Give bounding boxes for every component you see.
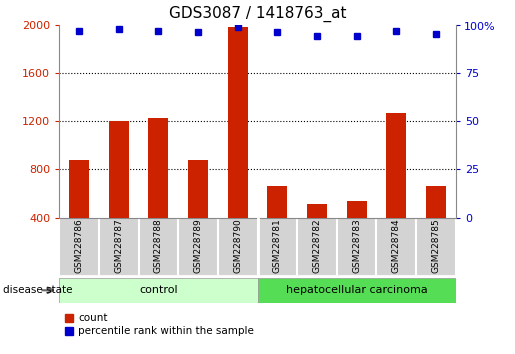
Bar bbox=[337, 218, 376, 276]
Text: GSM228781: GSM228781 bbox=[273, 218, 282, 273]
Bar bbox=[376, 218, 416, 276]
Text: GSM228784: GSM228784 bbox=[392, 218, 401, 273]
Bar bbox=[386, 113, 406, 218]
Bar bbox=[218, 218, 258, 276]
Bar bbox=[148, 118, 168, 218]
Bar bbox=[69, 160, 89, 218]
Bar bbox=[347, 201, 367, 218]
Bar bbox=[188, 160, 208, 218]
Bar bbox=[258, 218, 297, 276]
Bar bbox=[297, 218, 337, 276]
Bar bbox=[426, 186, 446, 218]
Bar bbox=[139, 218, 178, 276]
Text: GSM228788: GSM228788 bbox=[154, 218, 163, 273]
Text: GSM228783: GSM228783 bbox=[352, 218, 361, 273]
Text: hepatocellular carcinoma: hepatocellular carcinoma bbox=[286, 285, 427, 295]
Text: GSM228785: GSM228785 bbox=[432, 218, 440, 273]
Text: GSM228789: GSM228789 bbox=[194, 218, 202, 273]
Bar bbox=[109, 121, 129, 218]
Bar bbox=[307, 205, 327, 218]
Bar bbox=[178, 218, 218, 276]
Bar bbox=[99, 218, 139, 276]
Bar bbox=[267, 186, 287, 218]
Bar bbox=[228, 27, 248, 218]
Text: control: control bbox=[139, 285, 178, 295]
Bar bbox=[416, 218, 456, 276]
Text: GSM228787: GSM228787 bbox=[114, 218, 123, 273]
Text: GSM228782: GSM228782 bbox=[313, 218, 321, 273]
Bar bbox=[59, 218, 99, 276]
Title: GDS3087 / 1418763_at: GDS3087 / 1418763_at bbox=[169, 6, 346, 22]
Bar bbox=[59, 278, 258, 303]
Text: 100%: 100% bbox=[464, 22, 496, 32]
Text: GSM228786: GSM228786 bbox=[75, 218, 83, 273]
Bar bbox=[258, 278, 456, 303]
Text: GSM228790: GSM228790 bbox=[233, 218, 242, 273]
Text: disease state: disease state bbox=[3, 285, 72, 295]
Legend: count, percentile rank within the sample: count, percentile rank within the sample bbox=[64, 313, 254, 336]
